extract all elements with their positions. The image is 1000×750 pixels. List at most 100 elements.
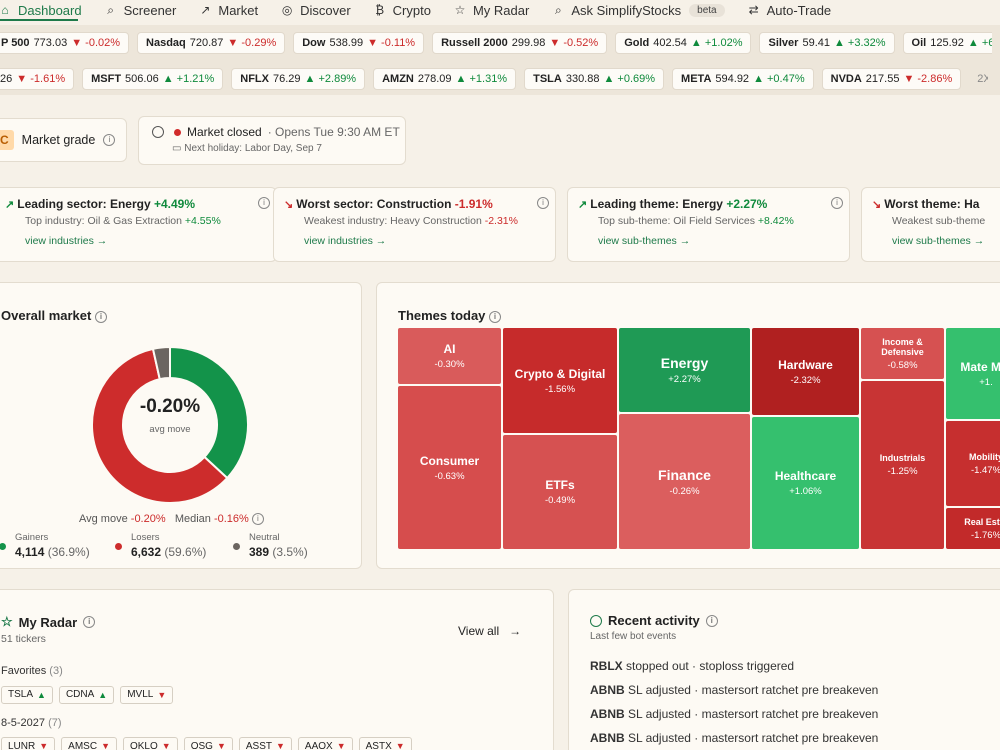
ticker-change: ▲ +1.21% <box>162 73 215 85</box>
view-more-link[interactable]: view industries → <box>25 235 108 247</box>
ticker-chip[interactable]: Nasdaq 720.87 ▼ -0.29% <box>137 32 286 54</box>
view-more-link[interactable]: view industries → <box>304 235 387 247</box>
theme-tile[interactable]: Finance -0.26% <box>619 414 750 549</box>
info-icon[interactable]: i <box>251 513 264 526</box>
nav-crypto[interactable]: ₿ Crypto <box>373 3 431 18</box>
activity-item[interactable]: RBLX stopped out · stoploss triggered <box>590 659 1000 673</box>
ticker-chip[interactable]: MSFT 506.06 ▲ +1.21% <box>82 68 224 90</box>
theme-tile[interactable]: Consumer -0.63% <box>398 386 501 549</box>
sub-label: Weakest industry: Heavy Construction <box>304 215 485 227</box>
ticker-tag[interactable]: ASTX ▼ <box>358 737 412 750</box>
nav-auto-trade[interactable]: ⇄ Auto-Trade <box>747 3 832 18</box>
info-icon[interactable]: i <box>705 614 718 627</box>
activity-item[interactable]: ABNB SL adjusted · mastersort ratchet pr… <box>590 731 1000 745</box>
info-icon[interactable]: i <box>537 197 549 209</box>
theme-tile[interactable]: Crypto & Digital -1.56% <box>503 328 617 433</box>
view-more-link[interactable]: view sub-themes → <box>598 235 691 247</box>
donut-slice-gainers[interactable] <box>169 345 249 480</box>
theme-change: -1.76% <box>970 529 1000 541</box>
info-icon[interactable]: i <box>489 310 502 323</box>
ticker-chip[interactable]: Gold 402.54 ▲ +1.02% <box>615 32 752 54</box>
legend-label: Gainers <box>15 532 49 543</box>
ticker-tag[interactable]: OSG ▼ <box>183 737 233 750</box>
ticker-price: 299.98 <box>511 37 546 49</box>
donut-slice-losers[interactable] <box>91 347 229 504</box>
ticker-tag[interactable]: CDNA ▲ <box>58 685 115 704</box>
theme-name: Healthcare <box>774 469 837 483</box>
sector-change: +4.49% <box>153 197 196 211</box>
sector-card[interactable]: ↘ Worst sector: Construction -1.91% Weake… <box>273 187 556 262</box>
activity-item[interactable]: ABNB SL adjusted · mastersort ratchet pr… <box>590 707 1000 721</box>
theme-tile[interactable]: AI -0.30% <box>398 328 501 384</box>
info-icon[interactable]: i <box>258 197 270 209</box>
ticker-symbol: Dow <box>302 37 326 49</box>
info-icon[interactable]: i <box>103 134 116 146</box>
market-grade-card[interactable]: C Market grade i <box>0 118 127 162</box>
grade-badge: C <box>0 130 14 150</box>
ticker-tag[interactable]: AMSC ▼ <box>61 737 117 750</box>
activity-list: RBLX stopped out · stoploss triggered ABN… <box>590 659 1000 745</box>
nav-market[interactable]: ↗ Market <box>198 3 258 18</box>
nav-my-radar[interactable]: ☆ My Radar <box>453 3 530 18</box>
ticker-chip[interactable]: AMZN 278.09 ▲ +1.31% <box>373 68 517 90</box>
trend-icon: ↗ <box>200 3 211 17</box>
ticker-symbol: TSLA <box>533 73 562 85</box>
tag-symbol: ASTX <box>365 740 392 750</box>
donut-slice-neutral[interactable] <box>151 345 171 381</box>
ticker-change: ▲ +6.72% <box>967 37 992 49</box>
legend-pct: (36.9%) <box>44 545 90 559</box>
view-all-link[interactable]: View all → <box>458 624 522 638</box>
theme-tile[interactable]: Real Estat -1.76% <box>946 508 1000 549</box>
info-icon[interactable]: i <box>83 616 96 628</box>
theme-tile[interactable]: Mobility -1.47% <box>946 421 1000 506</box>
ticker-tag[interactable]: OKLO ▼ <box>122 737 178 750</box>
theme-tile[interactable]: Industrials -1.25% <box>861 381 944 549</box>
ticker-chip[interactable]: .26▼ -1.61% <box>0 68 75 90</box>
nav-dashboard[interactable]: ⌂ Dashboard <box>0 3 81 18</box>
ticker-tag[interactable]: AAOX ▼ <box>297 737 353 750</box>
theme-tile[interactable]: ETFs -0.49% <box>503 435 617 549</box>
info-icon[interactable]: i <box>94 310 107 323</box>
nav-discover[interactable]: ◎ Discover <box>280 3 351 18</box>
sub-label: Top industry: Oil & Gas Extraction <box>25 215 185 227</box>
ticker-chip[interactable]: TSLA 330.88 ▲ +0.69% <box>524 68 665 90</box>
ticker-chip[interactable]: Russell 2000 299.98 ▼ -0.52% <box>432 32 608 54</box>
radar-header: ☆ My Radar i <box>1 614 96 630</box>
theme-tile[interactable]: Mate Min +1. <box>946 328 1000 419</box>
sector-card[interactable]: ↗ Leading sector: Energy +4.49% Top indus… <box>0 187 277 262</box>
triangle-down-icon: ▼ <box>395 741 405 750</box>
ticker-chip[interactable]: NFLX 76.29 ▲ +2.89% <box>231 68 366 90</box>
recent-activity-card: Recent activity i Last few bot events RBL… <box>568 589 1000 750</box>
market-opens: · Opens Tue 9:30 AM ET <box>267 125 400 139</box>
info-icon[interactable]: i <box>831 197 843 209</box>
theme-tile[interactable]: Income & Defensive -0.58% <box>861 328 944 379</box>
ticker-tag[interactable]: ASST ▼ <box>238 737 292 750</box>
triangle-up-icon: ▲ <box>98 689 108 700</box>
nav-screener[interactable]: ⌕ Screener <box>104 3 176 18</box>
theme-change: -0.58% <box>887 359 918 371</box>
ticker-chip[interactable]: META 594.92 ▲ +0.47% <box>672 68 814 90</box>
ticker-change: ▼ -2.86% <box>903 73 953 85</box>
sector-card[interactable]: ↗ Leading theme: Energy +2.27% Top sub-th… <box>567 187 850 262</box>
ticker-chip[interactable]: NVDA 217.55 ▼ -2.86% <box>821 68 962 90</box>
ticker-tag[interactable]: LUNR ▼ <box>1 737 56 750</box>
ticker-chip[interactable]: Dow 538.99 ▼ -0.11% <box>293 32 425 54</box>
ticker-tag[interactable]: TSLA ▲ <box>1 685 53 704</box>
ticker-chip[interactable]: P 500 773.03 ▼ -0.02% <box>0 32 130 54</box>
nav-ask[interactable]: ⌕ Ask SimplifyStocks beta <box>551 3 725 18</box>
legend-dot <box>115 543 122 550</box>
ticker-chip[interactable]: 2XETFS <box>977 73 988 85</box>
view-more-link[interactable]: view sub-themes → <box>892 235 985 247</box>
activity-item[interactable]: ABNB SL adjusted · mastersort ratchet pr… <box>590 683 1000 697</box>
activity-text: stopped out · stoploss triggered <box>622 659 795 673</box>
theme-tile[interactable]: Healthcare +1.06% <box>752 417 859 549</box>
theme-tile[interactable]: Energy +2.27% <box>619 328 750 412</box>
ticker-tag[interactable]: MVLL ▼ <box>120 685 174 704</box>
triangle-down-icon: ▼ <box>101 741 110 750</box>
compass-icon: ◎ <box>281 3 293 17</box>
ticker-chip[interactable]: Silver 59.41 ▲ +3.32% <box>759 32 895 54</box>
sector-card[interactable]: ↘ Worst theme: Ha Weakest sub-theme view… <box>861 187 1000 262</box>
clock-icon <box>152 126 164 138</box>
theme-tile[interactable]: Hardware -2.32% <box>752 328 859 415</box>
